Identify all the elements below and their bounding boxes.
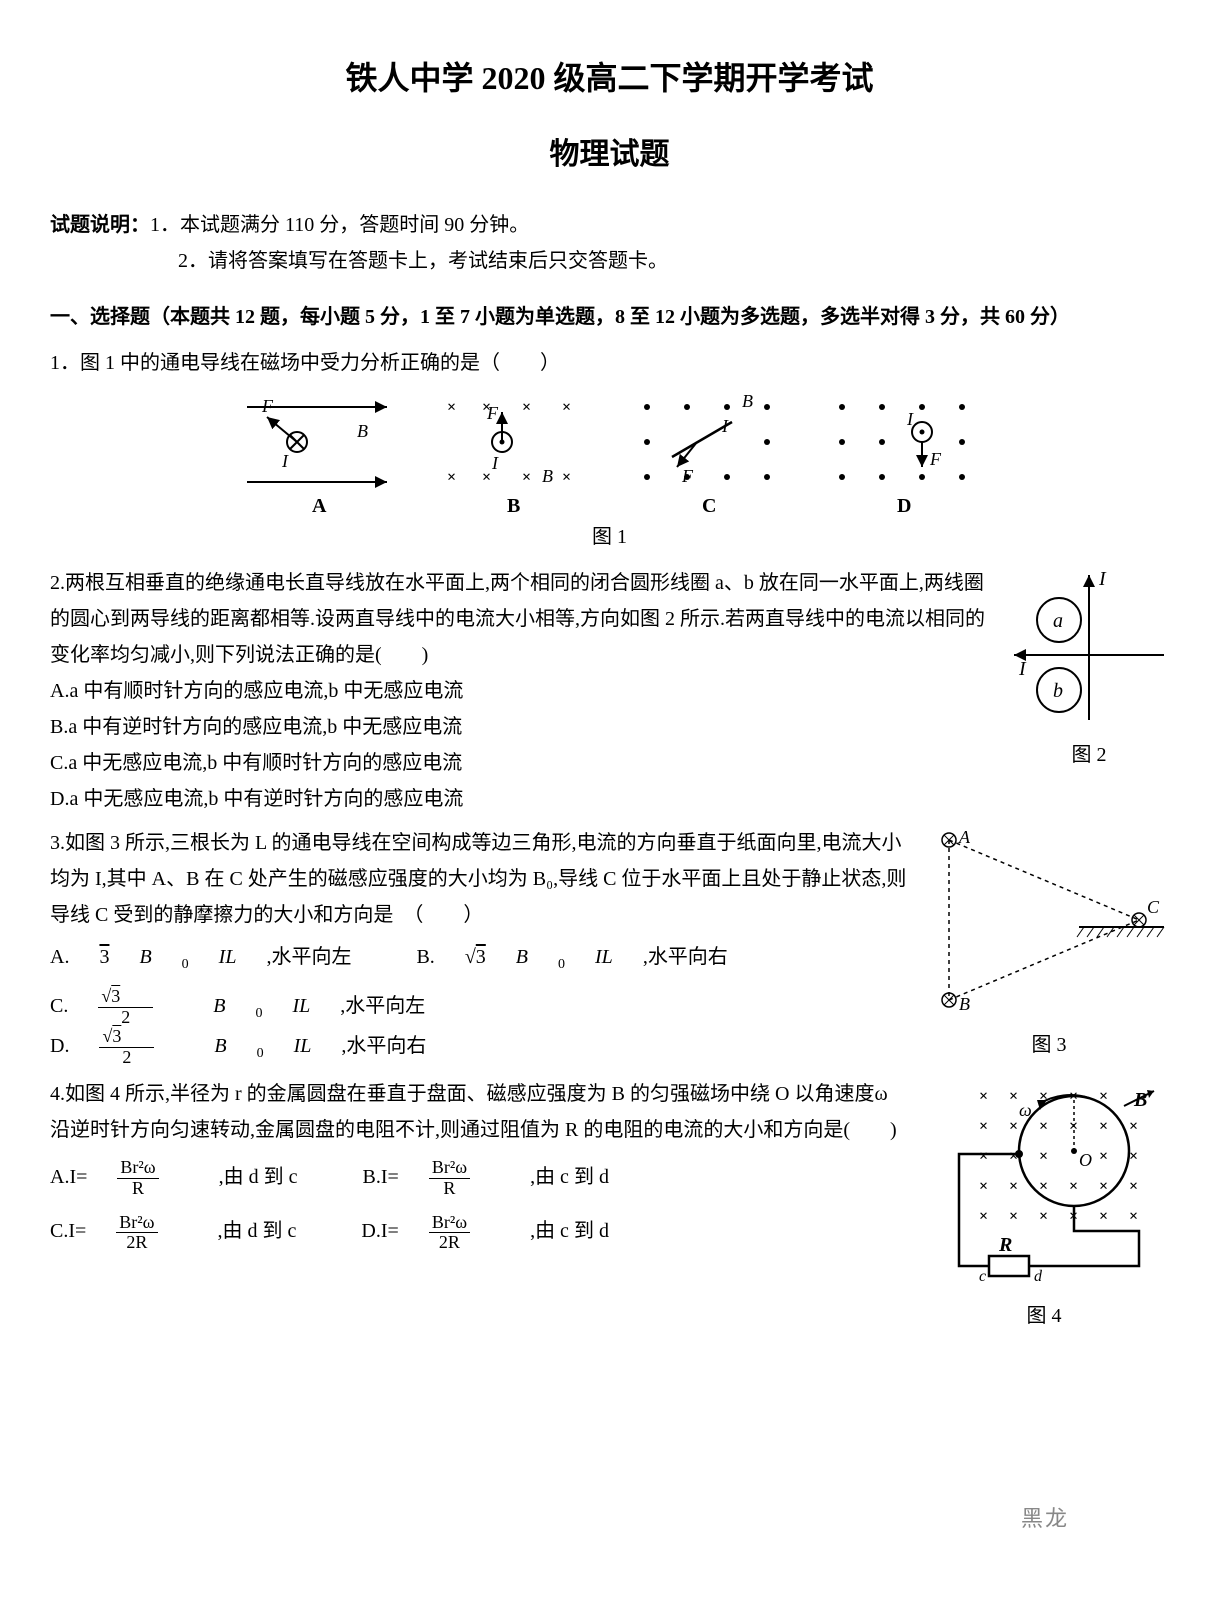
svg-text:×: × <box>447 469 456 486</box>
watermark: 黑龙 <box>1021 1499 1069 1539</box>
svg-text:×: × <box>522 469 531 486</box>
svg-text:F: F <box>261 396 274 416</box>
svg-text:×: × <box>1099 1178 1108 1195</box>
svg-text:O: O <box>1079 1150 1092 1170</box>
svg-text:ω: ω <box>1019 1100 1032 1120</box>
q2-fig-label: 图 2 <box>1009 737 1169 773</box>
svg-text:A: A <box>312 495 327 517</box>
svg-text:F: F <box>681 466 694 486</box>
svg-text:a: a <box>1053 610 1063 632</box>
q1: 1．图 1 中的通电导线在磁场中受力分析正确的是（ ） F B I A × × × ×… <box>50 345 1169 555</box>
svg-text:d: d <box>1034 1268 1043 1285</box>
svg-text:F: F <box>929 449 942 469</box>
svg-text:×: × <box>979 1178 988 1195</box>
svg-text:×: × <box>1039 1208 1048 1225</box>
svg-text:×: × <box>1129 1178 1138 1195</box>
svg-text:×: × <box>979 1148 988 1165</box>
svg-text:F: F <box>486 403 499 423</box>
q1-panel-c: B I F C <box>627 387 787 517</box>
svg-text:B: B <box>742 391 753 411</box>
svg-text:×: × <box>562 469 571 486</box>
q4-figure: ××××× ×××××× ××××× ×××××× ×××××× O ω B R… <box>919 1076 1169 1286</box>
svg-text:D: D <box>897 495 911 517</box>
svg-text:×: × <box>979 1118 988 1135</box>
svg-text:C: C <box>702 495 716 517</box>
q1-fig-label: 图 1 <box>50 519 1169 555</box>
svg-text:×: × <box>979 1088 988 1105</box>
svg-text:B: B <box>507 495 520 517</box>
svg-text:I: I <box>1018 658 1027 680</box>
svg-text:B: B <box>959 994 970 1014</box>
svg-text:c: c <box>979 1268 986 1285</box>
q2-text: 2.两根互相垂直的绝缘通电长直导线放在水平面上,两个相同的闭合圆形线圈 a、b … <box>50 565 989 673</box>
q3-opt-a: A.3B0IL,水平向左 <box>50 939 381 977</box>
exam-subtitle: 物理试题 <box>50 128 1169 182</box>
q2: 2.两根互相垂直的绝缘通电长直导线放在水平面上,两个相同的闭合圆形线圈 a、b … <box>50 565 1169 817</box>
svg-text:b: b <box>1053 680 1063 702</box>
q4-opt-a: A.I=Br²ωR,由 d 到 c <box>50 1158 328 1199</box>
q3-figure: A B C <box>929 825 1169 1015</box>
svg-text:B: B <box>1133 1089 1147 1111</box>
svg-text:×: × <box>1039 1118 1048 1135</box>
q2-figure: I I a b <box>1009 565 1169 725</box>
svg-text:B: B <box>357 421 368 441</box>
q3-opt-b: B.√3B0IL,水平向右 <box>416 939 757 977</box>
svg-text:×: × <box>562 399 571 416</box>
q1-figure: F B I A ×××× ×××× F I B B <box>50 387 1169 517</box>
svg-text:×: × <box>1039 1148 1048 1165</box>
svg-text:×: × <box>447 399 456 416</box>
instructions: 试题说明：1．本试题满分 110 分，答题时间 90 分钟。 2．请将答案填写在… <box>50 207 1169 279</box>
svg-text:×: × <box>482 469 491 486</box>
svg-text:×: × <box>1009 1088 1018 1105</box>
exam-title: 铁人中学 2020 级高二下学期开学考试 <box>50 50 1169 108</box>
svg-text:I: I <box>491 453 499 473</box>
q4-fig-label: 图 4 <box>919 1298 1169 1334</box>
svg-text:R: R <box>998 1234 1012 1256</box>
q3-fig-label: 图 3 <box>929 1027 1169 1063</box>
svg-text:C: C <box>1147 897 1160 917</box>
q3-opt-c: C.√32B0IL,水平向左 <box>50 987 455 1028</box>
section1-head: 一、选择题（本题共 12 题，每小题 5 分，1 至 7 小题为单选题，8 至 … <box>50 299 1169 335</box>
svg-text:×: × <box>1129 1208 1138 1225</box>
svg-text:A: A <box>958 827 971 847</box>
q4-opt-b: B.I=Br²ωR,由 c 到 d <box>363 1158 639 1199</box>
q3: 3.如图 3 所示,三根长为 L 的通电导线在空间构成等边三角形,电流的方向垂直… <box>50 825 1169 1068</box>
q2-opt-c: C.a 中无感应电流,b 中有顺时针方向的感应电流 <box>50 745 989 781</box>
q1-panel-d: I F D <box>822 387 982 517</box>
q4-text: 4.如图 4 所示,半径为 r 的金属圆盘在垂直于盘面、磁感应强度为 B 的匀强… <box>50 1076 899 1148</box>
instr-line1: 1．本试题满分 110 分，答题时间 90 分钟。 <box>150 214 529 236</box>
svg-text:×: × <box>1129 1148 1138 1165</box>
instr-label: 试题说明： <box>50 214 150 236</box>
svg-text:×: × <box>1009 1118 1018 1135</box>
q4: 4.如图 4 所示,半径为 r 的金属圆盘在垂直于盘面、磁感应强度为 B 的匀强… <box>50 1076 1169 1334</box>
svg-text:×: × <box>1099 1148 1108 1165</box>
svg-text:×: × <box>1009 1178 1018 1195</box>
svg-text:I: I <box>906 409 914 429</box>
q2-opt-a: A.a 中有顺时针方向的感应电流,b 中无感应电流 <box>50 673 989 709</box>
svg-text:I: I <box>1098 568 1107 590</box>
svg-text:×: × <box>1069 1178 1078 1195</box>
q1-panel-b: ×××× ×××× F I B B <box>432 387 592 517</box>
svg-text:B: B <box>542 466 553 486</box>
q4-opt-c: C.I=Br²ω2R,由 d 到 c <box>50 1213 326 1254</box>
q1-text: 1．图 1 中的通电导线在磁场中受力分析正确的是（ ） <box>50 345 1169 381</box>
q3-opt-d: D.√32B0IL,水平向右 <box>50 1027 456 1068</box>
q2-opt-b: B.a 中有逆时针方向的感应电流,b 中无感应电流 <box>50 709 989 745</box>
svg-text:×: × <box>1039 1178 1048 1195</box>
q3-text: 3.如图 3 所示,三根长为 L 的通电导线在空间构成等边三角形,电流的方向垂直… <box>50 825 909 933</box>
instr-line2: 2．请将答案填写在答题卡上，考试结束后只交答题卡。 <box>50 243 1169 279</box>
svg-text:×: × <box>522 399 531 416</box>
svg-text:×: × <box>979 1208 988 1225</box>
q2-opt-d: D.a 中无感应电流,b 中有逆时针方向的感应电流 <box>50 781 989 817</box>
svg-text:×: × <box>1009 1208 1018 1225</box>
svg-text:×: × <box>1129 1118 1138 1135</box>
svg-text:×: × <box>1099 1208 1108 1225</box>
svg-text:I: I <box>281 451 289 471</box>
svg-text:I: I <box>721 416 729 436</box>
q4-opt-d: D.I=Br²ω2R,由 c 到 d <box>361 1213 639 1254</box>
q1-panel-a: F B I A <box>237 387 397 517</box>
svg-text:×: × <box>1099 1118 1108 1135</box>
